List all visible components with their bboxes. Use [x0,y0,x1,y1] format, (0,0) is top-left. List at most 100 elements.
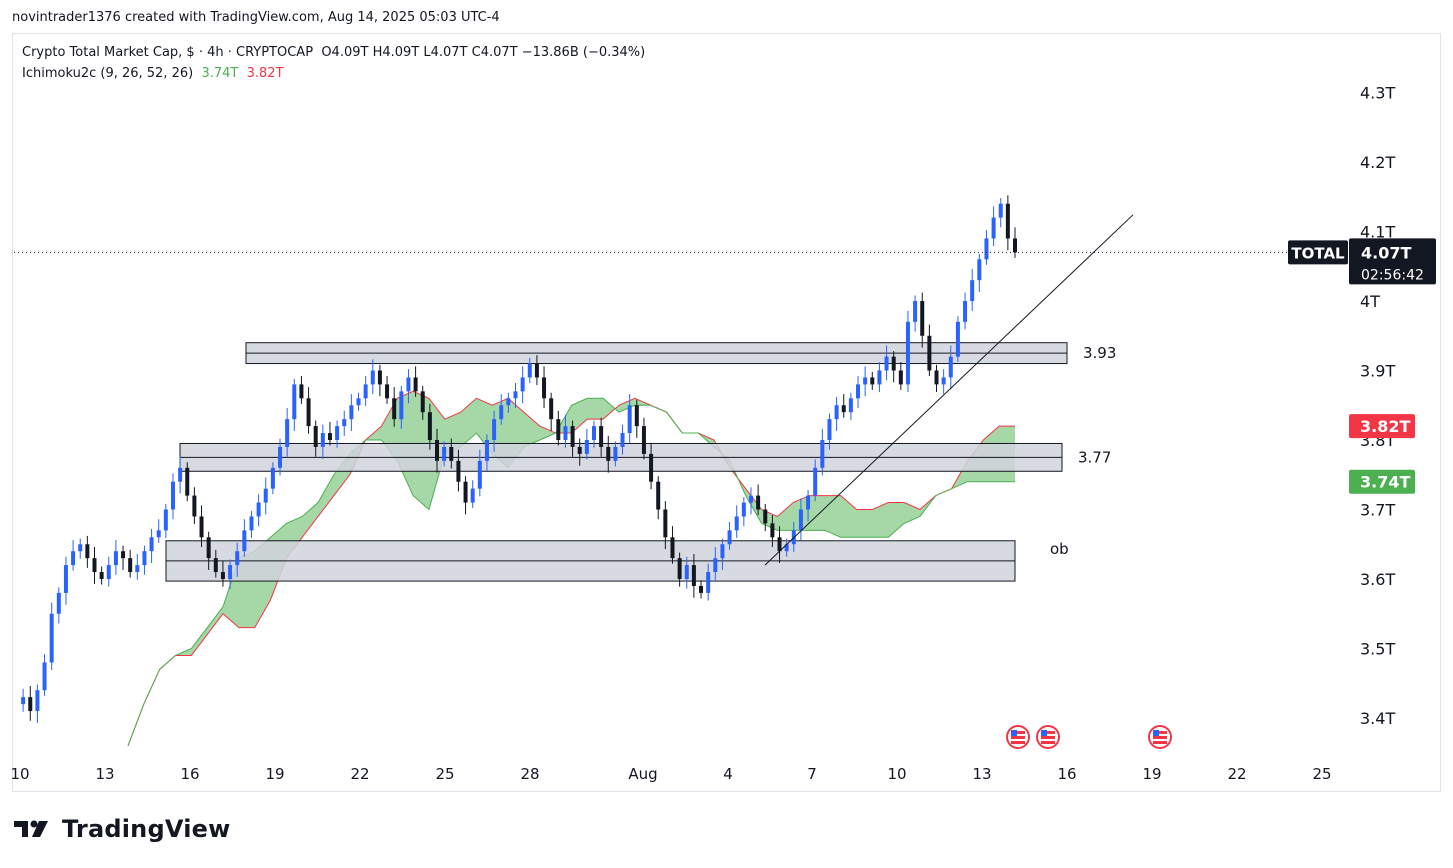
candle-body [920,301,925,336]
candle-body [584,440,589,454]
candle-body [877,370,882,385]
candle-body [377,370,382,385]
candle-body [984,238,989,260]
event-canton [1011,730,1017,736]
candle-body [128,558,133,573]
candle-body [748,495,753,503]
symbol-name[interactable]: Crypto Total Market Cap, $ · 4h · CRYPTO… [22,45,314,60]
candle-body [699,585,704,593]
candle-body [563,426,568,440]
candle-body [527,363,532,378]
x-axis-tick: 25 [435,765,454,783]
tradingview-logo[interactable]: TradingView [14,815,230,843]
candle-body [641,426,646,454]
candle-body [399,391,404,420]
candle-body [313,426,318,447]
event-stripe [1041,736,1055,739]
candle-body [570,426,575,447]
candle-body [706,572,711,593]
candle-body [963,301,968,322]
x-axis-tick: 22 [1227,765,1246,783]
economic-event-icon [1006,725,1030,749]
candle-body [934,370,939,385]
x-axis-tick: 28 [520,765,539,783]
y-axis-tick: 4T [1360,292,1380,311]
candle-body [99,572,104,579]
candle-body [249,516,254,531]
ohlc-values: O4.09T H4.09T L4.07T C4.07T −13.86B (−0.… [321,45,646,60]
candle-body [235,551,240,566]
candle-body [477,460,482,489]
candle-body [28,697,33,712]
candle-body [856,384,861,399]
candle-body [506,398,511,406]
candle-body [727,530,732,545]
y-axis-tick: 3.9T [1360,362,1395,381]
ichimoku-badge-value: 3.82T [1360,417,1410,436]
chart-frame [12,33,1441,792]
candle-body [442,446,447,461]
candle-body [891,356,896,371]
candle-body [256,502,261,517]
candle-body [427,412,432,440]
x-axis-tick: 13 [95,765,114,783]
candle-body [470,488,475,503]
event-stripe [1011,731,1025,734]
candle-body [385,384,390,399]
candle-body [670,537,675,559]
candle-body [492,419,497,440]
candle-body [71,551,76,566]
ichimoku-badge [1349,469,1415,494]
symbol-badge-label: TOTAL [1291,244,1345,262]
y-axis-tick: 4.1T [1360,223,1395,242]
candle-body [513,391,518,399]
candle-body [449,446,454,461]
candle-body [185,467,190,496]
candle-body [806,495,811,510]
candle-body [841,405,846,413]
symbol-legend[interactable]: Crypto Total Market Cap, $ · 4h · CRYPTO… [22,45,645,60]
candle-body [634,405,639,427]
candle-body [499,405,504,420]
candle-body [435,440,440,461]
candle-body [627,405,632,434]
y-axis-tick: 3.6T [1360,570,1395,589]
candle-body [770,523,775,538]
candle-body [363,384,368,399]
candle-body [56,592,61,614]
candle-body [170,481,175,510]
candle-body [613,446,618,461]
candle-body [49,613,54,663]
candle-body [199,516,204,538]
candle-body [335,426,340,440]
candle-body [955,321,960,357]
candle-body [898,370,903,385]
indicator-legend[interactable]: Ichimoku2c (9, 26, 52, 26) 3.74T 3.82T [22,66,284,81]
x-axis-tick: 22 [350,765,369,783]
candle-body [813,467,818,496]
candle-body [913,301,918,322]
candle-body [149,537,154,552]
x-axis-tick: 19 [265,765,284,783]
candle-body [534,363,539,378]
x-axis-tick: Aug [628,765,657,783]
indicator-name[interactable]: Ichimoku2c (9, 26, 52, 26) [22,66,194,81]
candle-body [1005,203,1010,239]
x-axis-tick: 4 [723,765,733,783]
candle-body [142,551,147,566]
candle-body [884,356,889,371]
candle-body [677,558,682,579]
candle-body [820,440,825,468]
x-axis-tick: 10 [887,765,906,783]
candle-body [263,488,268,503]
candle-body [827,419,832,440]
candle-body [798,509,803,531]
ichimoku-badge-value: 3.74T [1360,473,1410,492]
author-credit: novintrader1376 created with TradingView… [12,10,500,25]
countdown-label: 02:56:42 [1361,267,1424,283]
candle-body [456,460,461,482]
candle-body [327,433,332,440]
candle-body [270,467,275,489]
candle-body [941,377,946,385]
